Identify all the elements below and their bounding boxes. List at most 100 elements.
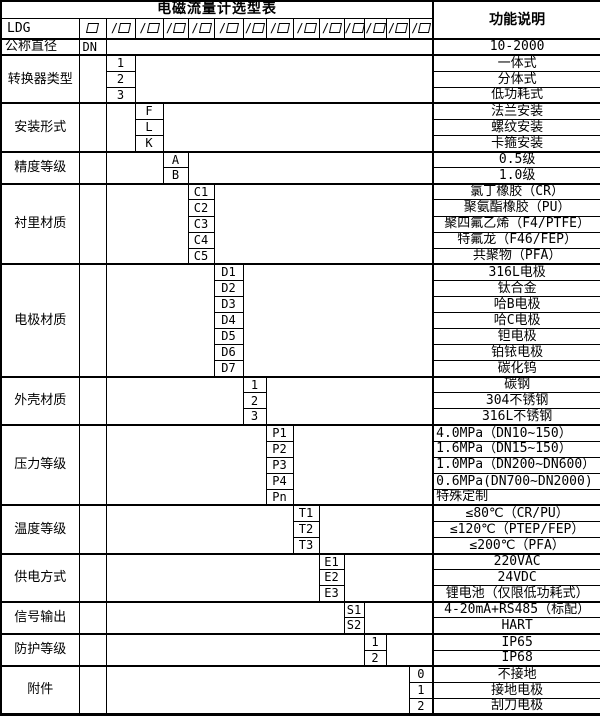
group-code: 0	[408, 665, 434, 683]
slash-separator: /	[218, 20, 227, 35]
spacer-cell	[292, 424, 434, 506]
function-desc: 特氟龙（F46/FEP）	[432, 231, 600, 249]
spacer-cell	[105, 150, 164, 185]
spacer-cell	[78, 600, 107, 635]
function-desc: 哈C电极	[432, 311, 600, 330]
function-desc: 铂铱电极	[432, 344, 600, 362]
function-desc: 10-2000	[432, 38, 600, 56]
group-label: 安装形式	[0, 102, 80, 153]
group-code: C3	[187, 215, 215, 233]
function-desc: IP68	[432, 649, 600, 667]
group-code: E3	[318, 585, 345, 603]
group-label: 防护等级	[0, 633, 80, 667]
function-desc: 共聚物（PFA）	[432, 247, 600, 265]
function-desc: 法兰安装	[432, 102, 600, 121]
checkbox-square-icon	[329, 23, 343, 34]
spacer-cell	[78, 633, 107, 667]
spacer-cell	[78, 263, 107, 378]
code-slot-cell: /	[292, 17, 320, 40]
checkbox-square-icon	[85, 23, 100, 34]
function-desc: 接地电极	[432, 681, 600, 699]
group-code: 2	[242, 392, 267, 410]
group-code: 2	[408, 697, 434, 716]
function-desc: 1.0级	[432, 167, 600, 185]
code-slot-cell: /	[318, 17, 345, 40]
function-desc: 氯丁橡胶（CR）	[432, 182, 600, 201]
group-code: L	[134, 119, 164, 137]
group-label: 压力等级	[0, 424, 80, 506]
group-code: 2	[105, 70, 136, 88]
function-desc: 0.5级	[432, 150, 600, 169]
function-desc: ≤120℃（PTEP/FEP）	[432, 521, 600, 539]
code-slot-cell: /	[105, 17, 136, 40]
group-code: K	[134, 135, 164, 153]
slash-separator: /	[139, 20, 147, 35]
group-code: E2	[318, 569, 345, 587]
function-desc: 一体式	[432, 54, 600, 72]
spacer-cell	[105, 504, 294, 555]
function-desc: HART	[432, 617, 600, 635]
function-desc: 钛合金	[432, 279, 600, 297]
checkbox-square-icon	[303, 23, 317, 34]
code-slot-cell: /	[213, 17, 244, 40]
group-label: 衬里材质	[0, 182, 80, 265]
group-code: P1	[265, 424, 294, 442]
spacer-cell	[78, 552, 107, 603]
function-desc: 钽电极	[432, 328, 600, 346]
group-label: 信号输出	[0, 600, 80, 635]
spacer-cell	[363, 600, 434, 635]
group-code: P3	[265, 456, 294, 474]
slash-separator: /	[244, 20, 253, 35]
group-code: Pn	[265, 488, 294, 506]
group-code: D3	[213, 295, 244, 314]
group-code: S1	[343, 600, 365, 619]
group-label: 电极材质	[0, 263, 80, 378]
group-code: E1	[318, 552, 345, 571]
function-desc: 4-20mA+RS485（标配）	[432, 600, 600, 619]
checkbox-square-icon	[372, 23, 385, 34]
slash-separator: /	[269, 20, 278, 35]
spacer-cell	[105, 102, 136, 153]
function-desc: IP65	[432, 633, 600, 651]
checkbox-square-icon	[118, 23, 132, 34]
slash-separator: /	[296, 20, 304, 35]
spacer-cell	[78, 375, 107, 426]
group-code: C1	[187, 182, 215, 201]
spacer-cell	[105, 600, 345, 635]
function-desc: 哈B电极	[432, 295, 600, 314]
function-desc: 不接地	[432, 665, 600, 683]
group-code: C5	[187, 247, 215, 265]
function-desc: ≤200℃（PFA）	[432, 537, 600, 555]
checkbox-square-icon	[226, 23, 240, 34]
function-desc: 锂电池（仅限低功耗式）	[432, 585, 600, 603]
checkbox-square-icon	[173, 23, 187, 34]
spacer-cell	[385, 633, 434, 667]
group-code: S2	[343, 617, 365, 635]
code-slot-cell: /	[134, 17, 164, 40]
slash-separator: /	[387, 20, 396, 35]
group-code: 1	[242, 375, 267, 394]
checkbox-square-icon	[252, 23, 265, 34]
group-label: 公称直径	[0, 38, 80, 56]
function-desc: 1.0MPa（DN200~DN600）	[432, 456, 600, 474]
function-desc: 低功耗式	[432, 86, 600, 104]
function-desc: 316L电极	[432, 263, 600, 281]
spacer-cell	[78, 665, 107, 716]
spacer-cell	[78, 424, 107, 506]
group-code: D1	[213, 263, 244, 281]
group-label: 精度等级	[0, 150, 80, 185]
model-code-cell: LDG	[0, 17, 80, 40]
group-label: 供电方式	[0, 552, 80, 603]
code-slot-cell: /	[187, 17, 215, 40]
spacer-cell	[213, 182, 434, 265]
group-label: 外壳材质	[0, 375, 80, 426]
spacer-cell	[78, 54, 107, 104]
spacer-cell	[105, 552, 320, 603]
code-slot-cell: /	[408, 17, 434, 40]
spacer-cell	[105, 182, 189, 265]
function-desc: 4.0MPa（DN10~150）	[432, 424, 600, 442]
function-desc: 特殊定制	[432, 488, 600, 506]
spacer-cell	[78, 150, 107, 185]
spacer-cell	[265, 375, 434, 426]
